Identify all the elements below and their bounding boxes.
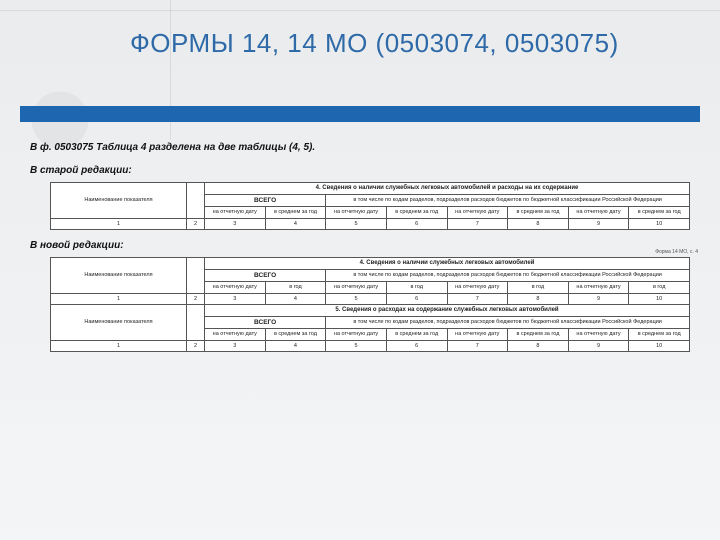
pair-b: в среднем за год xyxy=(629,207,690,218)
pair-b: в среднем за год xyxy=(265,329,326,340)
colnum: 7 xyxy=(447,218,508,229)
colnum: 9 xyxy=(568,340,629,351)
new-table-4: Наименование показателя 4. Сведения о на… xyxy=(50,257,690,305)
pair-b: в среднем за год xyxy=(508,207,569,218)
new-table-5: Наименование показателя 5. Сведения о ра… xyxy=(50,304,690,352)
vsego-header: ВСЕГО xyxy=(205,269,326,281)
col-2-blank xyxy=(187,304,205,340)
pair-b: в год xyxy=(508,282,569,293)
pair-b: в среднем за год xyxy=(265,207,326,218)
colnum: 7 xyxy=(447,340,508,351)
col-name-header: Наименование показателя xyxy=(51,183,187,219)
col-name-header: Наименование показателя xyxy=(51,257,187,293)
pair-b: в среднем за год xyxy=(629,329,690,340)
colnum: 7 xyxy=(447,293,508,304)
pair-a: на отчетную дату xyxy=(447,329,508,340)
colnum: 6 xyxy=(386,340,447,351)
colnum: 2 xyxy=(187,293,205,304)
new-section5-title: 5. Сведения о расходах на содержание слу… xyxy=(205,304,690,316)
colnum: 8 xyxy=(508,293,569,304)
form-corner-label: Форма 14 МО, с. 4 xyxy=(655,249,698,255)
accent-bar xyxy=(20,106,700,122)
pair-b: в среднем за год xyxy=(508,329,569,340)
new-group-header: в том числе по кодам разделов, подраздел… xyxy=(326,269,690,281)
old-caption: В старой редакции: xyxy=(30,165,700,176)
old-section-title: 4. Сведения о наличии служебных легковых… xyxy=(205,183,690,195)
pair-a: на отчетную дату xyxy=(205,329,266,340)
pair-b: в год xyxy=(386,282,447,293)
colnum: 5 xyxy=(326,218,387,229)
colnum: 3 xyxy=(205,218,266,229)
pair-a: на отчетную дату xyxy=(326,282,387,293)
colnum: 10 xyxy=(629,340,690,351)
colnum: 3 xyxy=(205,293,266,304)
slide-title: ФОРМЫ 14, 14 МО (0503074, 0503075) xyxy=(0,0,720,59)
colnum: 10 xyxy=(629,293,690,304)
colnum: 4 xyxy=(265,218,326,229)
colnum: 4 xyxy=(265,293,326,304)
slide: ФОРМЫ 14, 14 МО (0503074, 0503075) В ф. … xyxy=(0,0,720,540)
old-table: Наименование показателя 4. Сведения о на… xyxy=(50,182,690,230)
colnum: 3 xyxy=(205,340,266,351)
old-group-header: в том числе по кодам разделов, подраздел… xyxy=(326,194,690,206)
pair-a: на отчетную дату xyxy=(205,207,266,218)
pair-a: на отчетную дату xyxy=(447,207,508,218)
colnum: 2 xyxy=(187,218,205,229)
vsego-header: ВСЕГО xyxy=(205,194,326,206)
pair-b: в год xyxy=(629,282,690,293)
colnum: 1 xyxy=(51,340,187,351)
new-section4-title: 4. Сведения о наличии служебных легковых… xyxy=(205,257,690,269)
pair-a: на отчетную дату xyxy=(326,207,387,218)
intro-text: В ф. 0503075 Таблица 4 разделена на две … xyxy=(30,142,700,153)
pair-a: на отчетную дату xyxy=(326,329,387,340)
pair-b: в среднем за год xyxy=(386,329,447,340)
col-2-blank xyxy=(187,183,205,219)
pair-a: на отчетную дату xyxy=(568,282,629,293)
pair-a: на отчетную дату xyxy=(447,282,508,293)
pair-a: на отчетную дату xyxy=(568,329,629,340)
pair-b: в год xyxy=(265,282,326,293)
colnum: 2 xyxy=(187,340,205,351)
colnum: 1 xyxy=(51,293,187,304)
pair-a: на отчетную дату xyxy=(568,207,629,218)
pair-b: в среднем за год xyxy=(386,207,447,218)
col-2-blank xyxy=(187,257,205,293)
new-caption: В новой редакции: xyxy=(30,240,700,251)
colnum: 9 xyxy=(568,218,629,229)
colnum: 1 xyxy=(51,218,187,229)
colnum: 5 xyxy=(326,293,387,304)
col-name-header: Наименование показателя xyxy=(51,304,187,340)
colnum: 9 xyxy=(568,293,629,304)
colnum: 6 xyxy=(386,218,447,229)
colnum: 8 xyxy=(508,218,569,229)
colnum: 10 xyxy=(629,218,690,229)
colnum: 4 xyxy=(265,340,326,351)
colnum: 6 xyxy=(386,293,447,304)
colnum: 5 xyxy=(326,340,387,351)
colnum: 8 xyxy=(508,340,569,351)
vsego-header: ВСЕГО xyxy=(205,316,326,328)
new-group5-header: в том числе по кодам разделов, подраздел… xyxy=(326,316,690,328)
content-area: В ф. 0503075 Таблица 4 разделена на две … xyxy=(30,142,700,352)
pair-a: на отчетную дату xyxy=(205,282,266,293)
